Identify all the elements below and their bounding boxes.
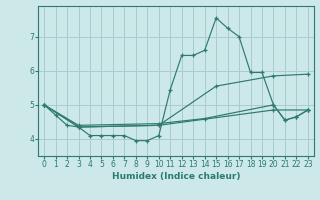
X-axis label: Humidex (Indice chaleur): Humidex (Indice chaleur) [112,172,240,181]
